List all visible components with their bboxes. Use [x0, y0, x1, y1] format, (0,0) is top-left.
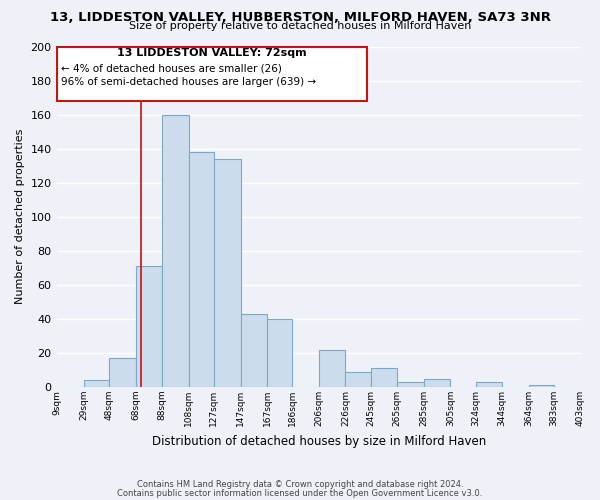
- Bar: [424, 378, 451, 387]
- Bar: [214, 159, 241, 387]
- Bar: [476, 382, 502, 387]
- Text: Contains HM Land Registry data © Crown copyright and database right 2024.: Contains HM Land Registry data © Crown c…: [137, 480, 463, 489]
- Bar: [397, 382, 424, 387]
- Bar: [189, 152, 214, 387]
- Bar: [241, 314, 267, 387]
- Bar: [371, 368, 397, 387]
- Bar: [529, 386, 554, 387]
- Bar: [162, 114, 189, 387]
- Bar: [319, 350, 346, 387]
- Bar: [267, 319, 292, 387]
- Bar: [109, 358, 136, 387]
- Bar: [57, 46, 367, 101]
- Y-axis label: Number of detached properties: Number of detached properties: [15, 129, 25, 304]
- Text: Contains public sector information licensed under the Open Government Licence v3: Contains public sector information licen…: [118, 488, 482, 498]
- Text: 13 LIDDESTON VALLEY: 72sqm: 13 LIDDESTON VALLEY: 72sqm: [117, 48, 307, 58]
- Text: 13, LIDDESTON VALLEY, HUBBERSTON, MILFORD HAVEN, SA73 3NR: 13, LIDDESTON VALLEY, HUBBERSTON, MILFOR…: [49, 11, 551, 24]
- X-axis label: Distribution of detached houses by size in Milford Haven: Distribution of detached houses by size …: [152, 434, 486, 448]
- Text: 96% of semi-detached houses are larger (639) →: 96% of semi-detached houses are larger (…: [61, 77, 316, 87]
- Bar: [84, 380, 109, 387]
- Bar: [346, 372, 371, 387]
- Text: ← 4% of detached houses are smaller (26): ← 4% of detached houses are smaller (26): [61, 64, 282, 74]
- Bar: [136, 266, 162, 387]
- Text: Size of property relative to detached houses in Milford Haven: Size of property relative to detached ho…: [129, 21, 471, 31]
